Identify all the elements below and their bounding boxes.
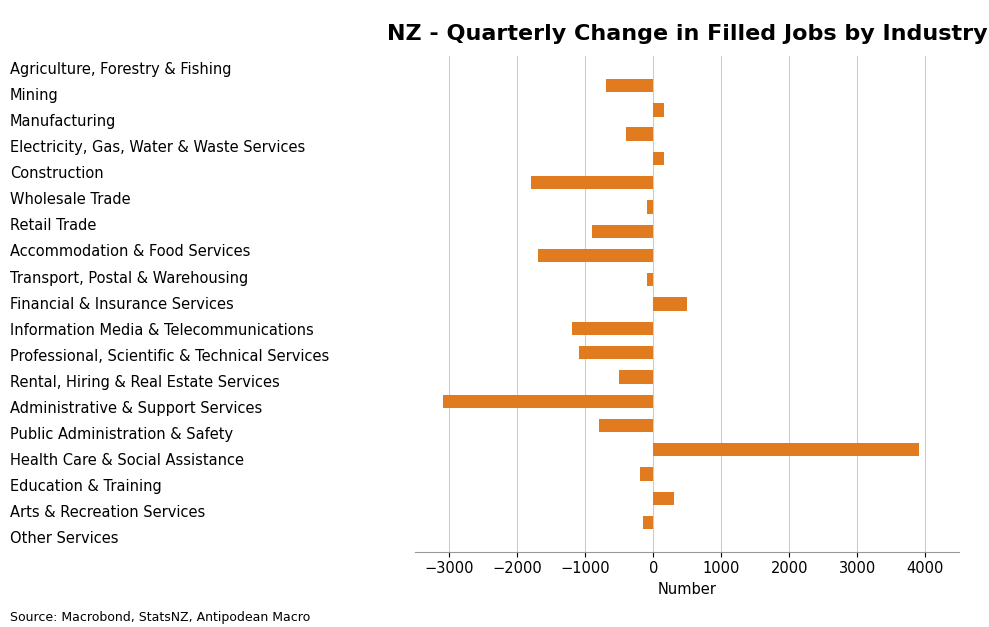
Text: Wholesale Trade: Wholesale Trade [10, 192, 131, 208]
Bar [619, 371, 654, 384]
Bar [647, 200, 654, 214]
Text: Construction: Construction [10, 166, 104, 181]
Text: Education & Training: Education & Training [10, 479, 161, 494]
Bar [654, 297, 687, 311]
Bar [640, 467, 654, 481]
Text: Source: Macrobond, StatsNZ, Antipodean Macro: Source: Macrobond, StatsNZ, Antipodean M… [10, 611, 311, 624]
Text: Health Care & Social Assistance: Health Care & Social Assistance [10, 453, 244, 468]
Text: Public Administration & Safety: Public Administration & Safety [10, 427, 233, 442]
Text: Arts & Recreation Services: Arts & Recreation Services [10, 505, 205, 520]
Text: Rental, Hiring & Real Estate Services: Rental, Hiring & Real Estate Services [10, 375, 280, 390]
Bar [579, 346, 654, 359]
Bar [654, 103, 664, 117]
Bar [654, 443, 919, 456]
Title: NZ - Quarterly Change in Filled Jobs by Industry: NZ - Quarterly Change in Filled Jobs by … [387, 24, 988, 44]
Bar [572, 322, 654, 335]
Bar [443, 394, 654, 408]
Text: Administrative & Support Services: Administrative & Support Services [10, 401, 262, 416]
Text: Agriculture, Forestry & Fishing: Agriculture, Forestry & Fishing [10, 62, 231, 77]
Text: Mining: Mining [10, 88, 58, 103]
Bar [626, 127, 654, 141]
Bar [654, 492, 674, 505]
Bar [592, 224, 654, 238]
Text: Accommodation & Food Services: Accommodation & Food Services [10, 245, 250, 260]
Text: Retail Trade: Retail Trade [10, 218, 96, 233]
Text: Other Services: Other Services [10, 531, 119, 546]
Bar [538, 249, 654, 262]
Text: Professional, Scientific & Technical Services: Professional, Scientific & Technical Ser… [10, 349, 329, 364]
Text: Financial & Insurance Services: Financial & Insurance Services [10, 297, 233, 312]
Text: Electricity, Gas, Water & Waste Services: Electricity, Gas, Water & Waste Services [10, 140, 306, 155]
Bar [647, 273, 654, 287]
Bar [643, 516, 654, 529]
Text: Transport, Postal & Warehousing: Transport, Postal & Warehousing [10, 270, 248, 285]
Text: Information Media & Telecommunications: Information Media & Telecommunications [10, 323, 314, 338]
Bar [599, 419, 654, 432]
Bar [531, 176, 654, 189]
Bar [605, 79, 654, 92]
Text: Manufacturing: Manufacturing [10, 114, 117, 129]
X-axis label: Number: Number [658, 582, 717, 597]
Bar [654, 152, 664, 165]
